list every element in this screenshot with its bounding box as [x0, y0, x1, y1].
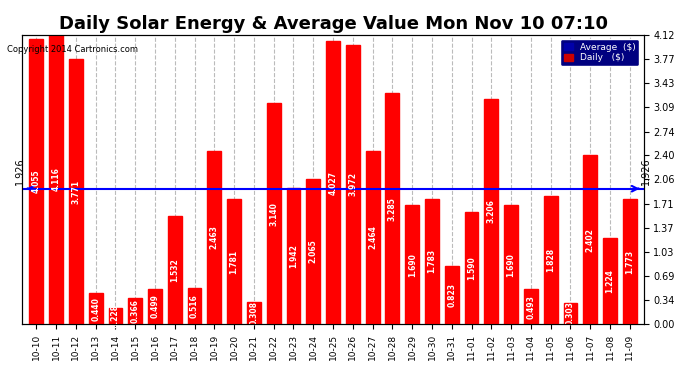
Text: 3.140: 3.140 [269, 202, 278, 226]
Text: 1.224: 1.224 [606, 269, 615, 293]
Text: 2.463: 2.463 [210, 226, 219, 249]
Text: 4.055: 4.055 [32, 170, 41, 194]
Text: 0.516: 0.516 [190, 294, 199, 318]
Text: 3.285: 3.285 [388, 197, 397, 220]
Bar [524, 290, 538, 324]
Text: 1.926: 1.926 [641, 158, 651, 185]
Bar [425, 199, 439, 324]
Bar [544, 196, 558, 324]
Bar [108, 308, 122, 324]
Text: 0.366: 0.366 [130, 299, 139, 323]
Text: 0.499: 0.499 [150, 294, 159, 318]
Bar [623, 200, 637, 324]
Text: 1.783: 1.783 [428, 249, 437, 273]
Text: 1.942: 1.942 [289, 244, 298, 268]
Text: 4.116: 4.116 [52, 168, 61, 191]
Text: 1.690: 1.690 [408, 253, 417, 277]
Bar [366, 151, 380, 324]
Text: 2.065: 2.065 [308, 240, 318, 263]
Bar [49, 35, 63, 324]
Bar [168, 216, 181, 324]
Bar [247, 302, 261, 324]
Bar [504, 205, 518, 324]
Bar [386, 93, 400, 324]
Bar [208, 151, 221, 324]
Bar [464, 212, 478, 324]
Legend: Average  ($), Daily   ($): Average ($), Daily ($) [560, 39, 639, 66]
Bar [227, 199, 241, 324]
Bar [128, 298, 142, 324]
Text: 3.771: 3.771 [71, 180, 80, 204]
Bar [484, 99, 498, 324]
Text: 1.690: 1.690 [506, 253, 515, 277]
Text: 4.027: 4.027 [328, 171, 337, 195]
Text: 1.773: 1.773 [625, 250, 634, 274]
Bar [188, 288, 201, 324]
Text: 0.308: 0.308 [249, 301, 259, 325]
Title: Daily Solar Energy & Average Value Mon Nov 10 07:10: Daily Solar Energy & Average Value Mon N… [59, 15, 608, 33]
Text: 0.823: 0.823 [447, 283, 456, 307]
Text: 1.590: 1.590 [467, 256, 476, 280]
Bar [346, 45, 359, 324]
Text: 0.303: 0.303 [566, 302, 575, 326]
Bar [405, 205, 419, 324]
Bar [148, 289, 162, 324]
Text: 3.206: 3.206 [487, 200, 496, 223]
Text: Copyright 2014 Cartronics.com: Copyright 2014 Cartronics.com [7, 45, 138, 54]
Bar [603, 238, 617, 324]
Text: 2.402: 2.402 [586, 228, 595, 252]
Bar [564, 303, 578, 324]
Text: 0.440: 0.440 [91, 297, 100, 321]
Bar [445, 266, 459, 324]
Bar [286, 188, 300, 324]
Bar [583, 155, 597, 324]
Bar [30, 39, 43, 324]
Text: 3.972: 3.972 [348, 172, 357, 196]
Bar [89, 293, 103, 324]
Text: 1.828: 1.828 [546, 248, 555, 272]
Text: 1.926: 1.926 [15, 158, 26, 185]
Text: 0.228: 0.228 [111, 304, 120, 328]
Text: 1.532: 1.532 [170, 258, 179, 282]
Text: 2.464: 2.464 [368, 225, 377, 249]
Bar [326, 41, 340, 324]
Text: 1.781: 1.781 [230, 249, 239, 273]
Bar [267, 104, 281, 324]
Bar [306, 179, 320, 324]
Bar [69, 59, 83, 324]
Text: 0.493: 0.493 [526, 295, 535, 319]
